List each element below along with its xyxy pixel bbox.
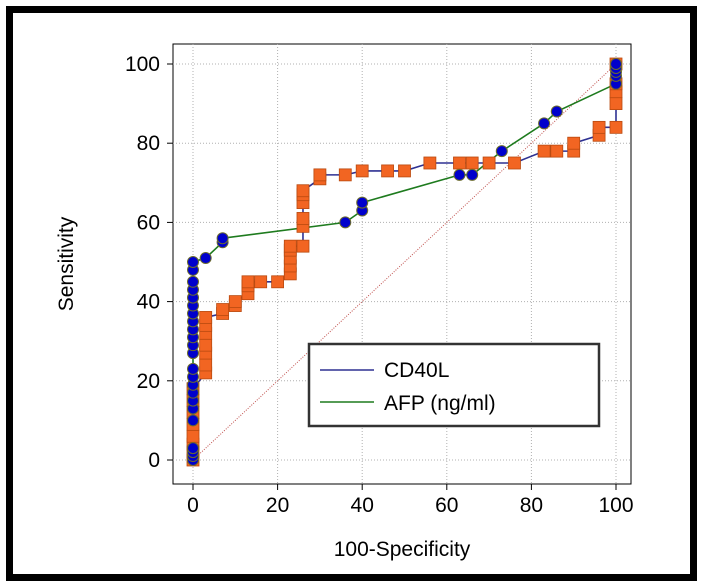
- legend-label-cd40l: CD40L: [384, 359, 449, 382]
- x-tick-label: 40: [351, 494, 374, 517]
- data-point-cd40l: [338, 168, 352, 182]
- data-point-cd40l: [241, 275, 255, 289]
- data-point-cd40l: [199, 338, 213, 352]
- data-point-afp-ng-ml: [216, 232, 229, 245]
- data-point-cd40l: [355, 164, 369, 178]
- data-point-cd40l: [609, 120, 623, 134]
- data-point-afp-ng-ml: [453, 168, 466, 181]
- data-point-cd40l: [216, 303, 230, 316]
- legend: CD40L AFP (ng/ml): [307, 342, 601, 428]
- y-tick-label: 100: [125, 53, 160, 76]
- data-point-cd40l: [271, 275, 285, 289]
- data-point-cd40l: [254, 275, 268, 289]
- data-point-cd40l: [423, 156, 437, 170]
- data-point-afp-ng-ml: [199, 252, 212, 265]
- data-point-afp-ng-ml: [495, 145, 508, 158]
- legend-box: [307, 342, 601, 428]
- data-point-cd40l: [313, 168, 327, 182]
- reference-diagonal-line: [192, 63, 617, 461]
- tick-labels: 0 20 40 60 80 100 0 20 40 60 80 100: [125, 53, 634, 517]
- data-point-cd40l: [482, 156, 496, 170]
- data-point-cd40l: [296, 212, 310, 225]
- data-point-cd40l: [453, 156, 466, 170]
- data-point-cd40l: [567, 136, 581, 150]
- legend-label-afp: AFP (ng/ml): [384, 392, 496, 415]
- x-axis-title: 100-Specificity: [334, 538, 471, 561]
- x-tick-label: 0: [187, 494, 199, 517]
- data-point-cd40l: [199, 311, 213, 324]
- data-point-cd40l: [609, 97, 623, 110]
- data-point-cd40l: [199, 358, 213, 372]
- data-point-afp-ng-ml: [187, 414, 199, 427]
- series-layer: [186, 57, 623, 467]
- data-point-afp-ng-ml: [187, 362, 199, 375]
- data-point-afp-ng-ml: [187, 442, 199, 455]
- data-point-cd40l: [398, 164, 411, 178]
- y-tick-label: 0: [148, 449, 160, 472]
- y-axis-title: Sensitivity: [55, 216, 78, 311]
- data-point-cd40l: [592, 120, 606, 134]
- data-point-cd40l: [508, 156, 521, 170]
- data-point-cd40l: [537, 144, 551, 158]
- y-tick-label: 20: [137, 370, 160, 393]
- x-tick-label: 80: [520, 494, 543, 517]
- data-point-cd40l: [283, 239, 297, 253]
- data-point-afp-ng-ml: [187, 275, 199, 288]
- x-tick-label: 60: [435, 494, 458, 517]
- data-point-cd40l: [296, 184, 310, 198]
- data-point-afp-ng-ml: [538, 117, 551, 130]
- data-point-cd40l: [381, 164, 394, 178]
- data-point-afp-ng-ml: [550, 105, 563, 118]
- data-point-afp-ng-ml: [610, 58, 622, 70]
- data-point-cd40l: [296, 239, 310, 253]
- data-point-cd40l: [186, 429, 200, 443]
- data-point-afp-ng-ml: [187, 256, 199, 268]
- data-point-afp-ng-ml: [339, 216, 352, 229]
- data-point-cd40l: [228, 295, 242, 309]
- data-point-cd40l: [550, 144, 564, 158]
- x-tick-label: 100: [598, 494, 633, 517]
- y-tick-label: 40: [137, 291, 160, 314]
- data-point-afp-ng-ml: [466, 168, 479, 181]
- series-markers-afp-ng-ml: [187, 58, 622, 466]
- x-tick-label: 20: [266, 494, 289, 517]
- y-tick-label: 60: [137, 211, 160, 234]
- y-tick-label: 80: [137, 132, 160, 155]
- data-point-afp-ng-ml: [356, 196, 369, 209]
- data-point-cd40l: [465, 156, 479, 170]
